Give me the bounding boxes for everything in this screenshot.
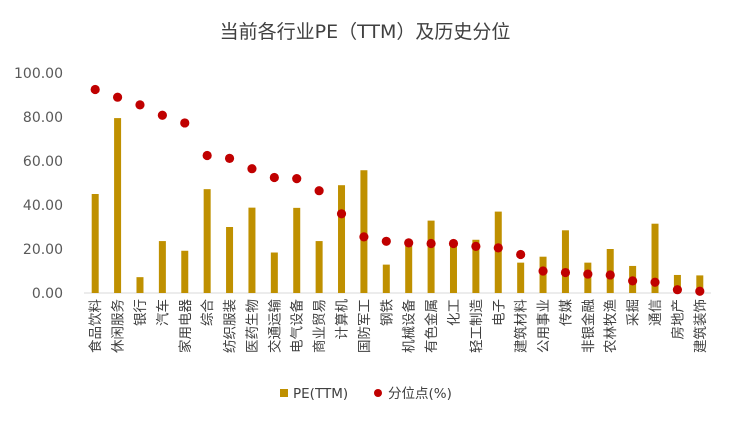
x-tick-label: 家用电器 xyxy=(177,299,194,353)
x-tick-label: 公用事业 xyxy=(536,299,552,353)
bar xyxy=(517,262,525,293)
bar xyxy=(181,250,189,293)
bar xyxy=(449,244,457,293)
x-tick-label: 建筑装饰 xyxy=(693,299,709,353)
y-tick-label: 40.00 xyxy=(23,198,63,214)
x-tick-label: 食品饮料 xyxy=(87,299,104,353)
percentile-point xyxy=(583,269,593,279)
bar xyxy=(405,242,413,293)
x-tick-label: 商业贸易 xyxy=(312,299,328,353)
bar xyxy=(338,185,346,293)
bar xyxy=(696,275,704,293)
x-tick-label: 化工 xyxy=(446,299,462,326)
bar xyxy=(158,241,166,293)
bar xyxy=(136,277,144,293)
bar xyxy=(114,118,122,293)
x-tick-label: 有色金属 xyxy=(423,299,440,353)
bar xyxy=(203,189,211,293)
percentile-point xyxy=(224,153,235,163)
legend-bar-label: PE(TTM) xyxy=(293,386,348,402)
bar xyxy=(651,223,659,293)
percentile-point xyxy=(404,238,414,248)
percentile-point xyxy=(247,164,257,174)
x-tick-label: 传媒 xyxy=(558,299,574,327)
percentile-point xyxy=(516,249,526,260)
percentile-point xyxy=(426,238,436,249)
percentile-point xyxy=(292,174,302,184)
scatter-series xyxy=(90,84,705,296)
bar xyxy=(427,220,435,293)
percentile-point xyxy=(157,110,167,120)
x-tick-label: 综合 xyxy=(200,299,216,326)
bar xyxy=(226,227,234,293)
legend-bar-swatch xyxy=(280,389,288,397)
x-tick-label: 电气设备 xyxy=(289,299,306,353)
legend-dot-swatch xyxy=(374,389,382,397)
percentile-point xyxy=(538,266,548,276)
percentile-point xyxy=(135,100,145,110)
percentile-point xyxy=(448,238,459,249)
bar xyxy=(382,264,390,293)
percentile-point xyxy=(381,236,391,246)
chart-title: 当前各行业PE（TTM）及历史分位 xyxy=(220,21,511,43)
percentile-point xyxy=(269,172,279,183)
bar xyxy=(270,252,278,293)
x-tick-label: 交通运输 xyxy=(266,299,283,353)
y-tick-label: 100.00 xyxy=(14,66,63,82)
x-tick-label: 通信 xyxy=(648,299,664,326)
percentile-point xyxy=(628,276,638,286)
x-tick-label: 建筑材料 xyxy=(514,299,530,353)
y-tick-label: 0.00 xyxy=(32,286,63,302)
bar xyxy=(91,194,99,293)
percentile-point xyxy=(471,241,481,251)
percentile-point xyxy=(493,243,503,253)
y-axis: 0.00 20.00 40.00 60.00 80.00 100.00 xyxy=(14,66,63,302)
percentile-point xyxy=(650,277,660,287)
percentile-point xyxy=(336,209,347,219)
x-tick-label: 非银金融 xyxy=(581,299,597,353)
percentile-point xyxy=(202,150,212,161)
bar xyxy=(315,241,323,293)
percentile-point xyxy=(180,118,190,128)
percentile-point xyxy=(90,84,100,95)
x-tick-label: 机械设备 xyxy=(401,299,418,353)
x-tick-label: 银行 xyxy=(133,299,149,326)
bar xyxy=(360,170,368,293)
bar xyxy=(561,230,569,293)
x-tick-label: 国防军工 xyxy=(357,299,373,353)
x-tick-label: 轻工制造 xyxy=(469,299,485,353)
legend-dot-label: 分位点(%) xyxy=(388,386,452,402)
bar xyxy=(472,239,480,293)
percentile-point xyxy=(605,270,615,280)
x-tick-label: 房地产 xyxy=(670,299,686,340)
percentile-point xyxy=(112,92,123,102)
bar-series xyxy=(91,118,704,293)
x-tick-label: 采掘 xyxy=(626,299,642,326)
x-tick-label: 计算机 xyxy=(335,299,351,340)
bar xyxy=(248,207,256,293)
percentile-point xyxy=(672,285,683,295)
y-tick-label: 60.00 xyxy=(23,154,63,170)
x-tick-label: 汽车 xyxy=(154,299,171,326)
x-tick-label: 医药生物 xyxy=(245,299,261,353)
bar xyxy=(673,274,681,293)
y-tick-label: 20.00 xyxy=(23,242,63,258)
x-tick-label: 电子 xyxy=(491,299,507,326)
x-tick-label: 农林牧渔 xyxy=(603,299,619,353)
percentile-point xyxy=(560,267,571,278)
x-tick-label: 钢铁 xyxy=(379,299,395,326)
percentile-point xyxy=(359,232,369,242)
x-tick-label: 休闲服务 xyxy=(111,299,127,353)
percentile-point xyxy=(695,286,705,296)
legend: PE(TTM) 分位点(%) xyxy=(280,386,452,402)
percentile-point xyxy=(314,186,324,196)
y-tick-label: 80.00 xyxy=(23,110,63,126)
bar xyxy=(293,207,301,293)
x-tick-label: 纺织服装 xyxy=(223,299,239,353)
x-axis: 食品饮料 休闲服务 银行 汽车 家用电器 综合 纺织服装 医药生物 交通运输 电气设备 商业贸易 计算… xyxy=(87,299,709,354)
